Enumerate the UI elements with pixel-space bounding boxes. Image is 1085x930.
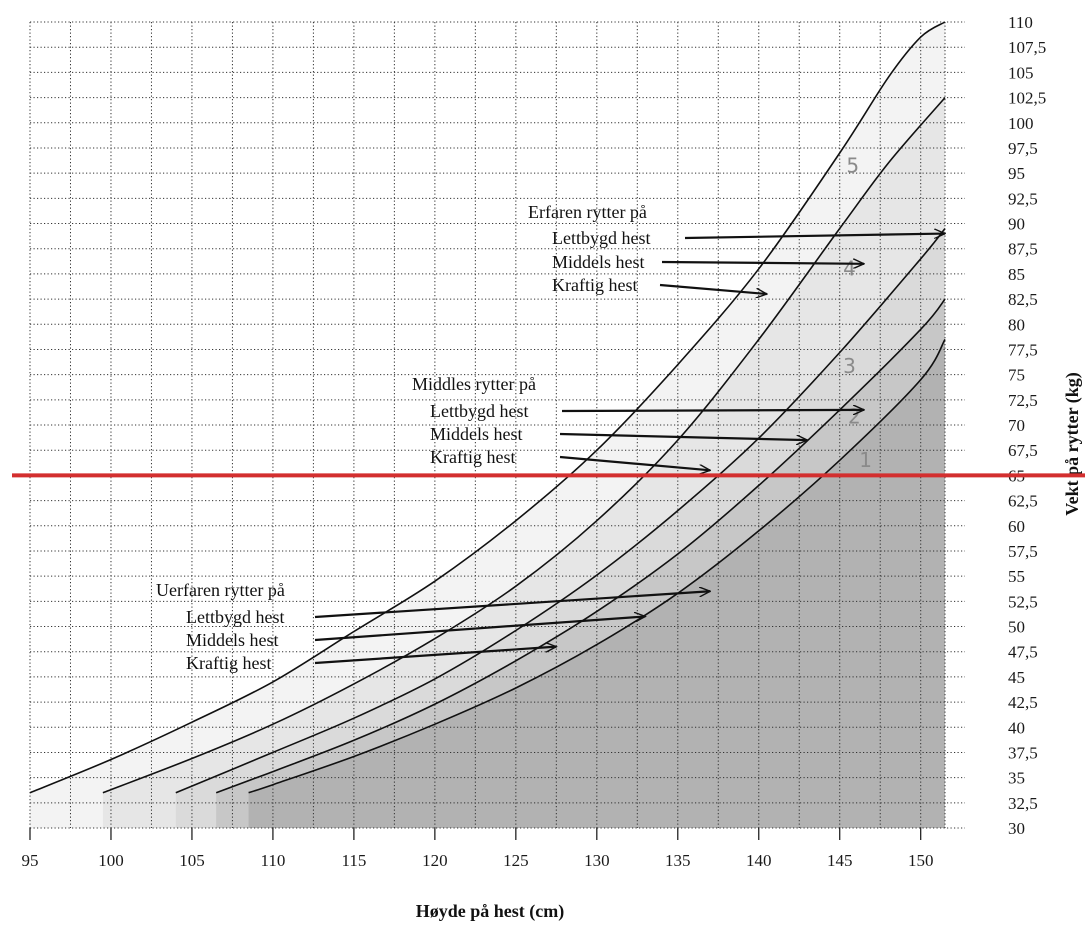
y-tick-label: 72,5	[1008, 391, 1038, 410]
x-tick-label: 110	[260, 851, 285, 870]
y-tick-label: 92,5	[1008, 189, 1038, 208]
y-tick-label: 30	[1008, 819, 1025, 838]
y-tick-label: 77,5	[1008, 340, 1038, 359]
x-tick-label: 95	[22, 851, 39, 870]
zone-label: 1	[859, 448, 872, 472]
zone-label: 3	[843, 354, 856, 378]
annotation-label: Lettbygd hest	[430, 401, 528, 421]
y-tick-label: 100	[1008, 114, 1034, 133]
y-tick-label: 37,5	[1008, 743, 1038, 762]
y-tick-label: 35	[1008, 769, 1025, 788]
curve-3	[175, 228, 946, 794]
x-axis: 95 100 105 110 115 120 125 130 135 140 145 150	[22, 828, 934, 870]
annotation-arrow	[559, 455, 710, 470]
grid	[29, 21, 965, 829]
annotation-label: Lettbygd hest	[552, 228, 650, 248]
y-tick-label: 102,5	[1008, 89, 1046, 108]
annotation-arrow	[659, 283, 767, 294]
y-tick-label: 80	[1008, 315, 1025, 334]
annotations: Erfaren rytter på Lettbygd hest Middels he…	[156, 202, 945, 673]
y-tick-label: 85	[1008, 265, 1025, 284]
x-tick-label: 150	[908, 851, 934, 870]
annotation-heading: Uerfaren rytter på	[156, 580, 285, 600]
annotation-arrow	[561, 410, 864, 411]
x-tick-label: 100	[98, 851, 124, 870]
x-tick-label: 140	[746, 851, 772, 870]
x-tick-label: 120	[422, 851, 448, 870]
y-tick-label: 110	[1008, 13, 1033, 32]
zone-label: 4	[843, 256, 856, 280]
annotation-label: Middels hest	[430, 424, 523, 444]
y-tick-label: 47,5	[1008, 643, 1038, 662]
y-tick-label: 52,5	[1008, 592, 1038, 611]
y-tick-label: 95	[1008, 164, 1025, 183]
annotation-arrow	[559, 432, 807, 440]
y-tick-label: 67,5	[1008, 441, 1038, 460]
curve-5	[29, 21, 946, 794]
curve-1	[248, 338, 946, 794]
curve-2	[215, 298, 946, 794]
x-tick-label: 130	[584, 851, 610, 870]
curves	[29, 21, 946, 794]
y-tick-label: 75	[1008, 366, 1025, 385]
y-tick-label: 62,5	[1008, 492, 1038, 511]
x-tick-label: 115	[341, 851, 366, 870]
x-axis-title: Høyde på hest (cm)	[416, 901, 564, 922]
y-tick-label: 105	[1008, 63, 1034, 82]
y-tick-label: 87,5	[1008, 240, 1038, 259]
x-tick-label: 145	[827, 851, 853, 870]
y-tick-label: 70	[1008, 416, 1025, 435]
y-tick-label: 32,5	[1008, 794, 1038, 813]
annotation-heading: Middles rytter på	[412, 374, 536, 394]
y-tick-label: 42,5	[1008, 693, 1038, 712]
y-tick-label: 45	[1008, 668, 1025, 687]
annotation-arrow	[314, 591, 710, 619]
y-tick-label: 57,5	[1008, 542, 1038, 561]
y-tick-label: 90	[1008, 215, 1025, 234]
x-tick-label: 135	[665, 851, 691, 870]
y-axis: 30 32,5 35 37,5 40 42,5 45 47,5 50 52,5 55 57,5 60 62…	[1008, 13, 1046, 838]
annotation-arrow	[314, 616, 645, 642]
annotation-label: Kraftig hest	[430, 447, 515, 467]
x-tick-label: 105	[179, 851, 205, 870]
annotation-arrow	[661, 262, 864, 264]
y-tick-label: 50	[1008, 618, 1025, 637]
annotation-label: Lettbygd hest	[186, 607, 284, 627]
annotation-arrow	[684, 234, 945, 240]
y-tick-label: 40	[1008, 718, 1025, 737]
y-tick-label: 60	[1008, 517, 1025, 536]
y-tick-label: 82,5	[1008, 290, 1038, 309]
y-tick-label: 55	[1008, 567, 1025, 586]
zone-label: 5	[846, 154, 859, 178]
annotation-arrow	[314, 647, 556, 665]
y-tick-label: 97,5	[1008, 139, 1038, 158]
zone-fill-1	[248, 339, 946, 828]
y-axis-title: Vekt på rytter (kg)	[1062, 372, 1083, 515]
y-tick-label: 107,5	[1008, 38, 1046, 57]
annotation-heading: Erfaren rytter på	[528, 202, 647, 222]
x-tick-label: 125	[503, 851, 529, 870]
annotation-label: Kraftig hest	[186, 653, 271, 673]
annotation-label: Middels hest	[552, 252, 645, 272]
zone-label: 2	[848, 405, 861, 429]
curve-4	[102, 97, 946, 794]
annotation-label: Middels hest	[186, 630, 279, 650]
annotation-label: Kraftig hest	[552, 275, 637, 295]
